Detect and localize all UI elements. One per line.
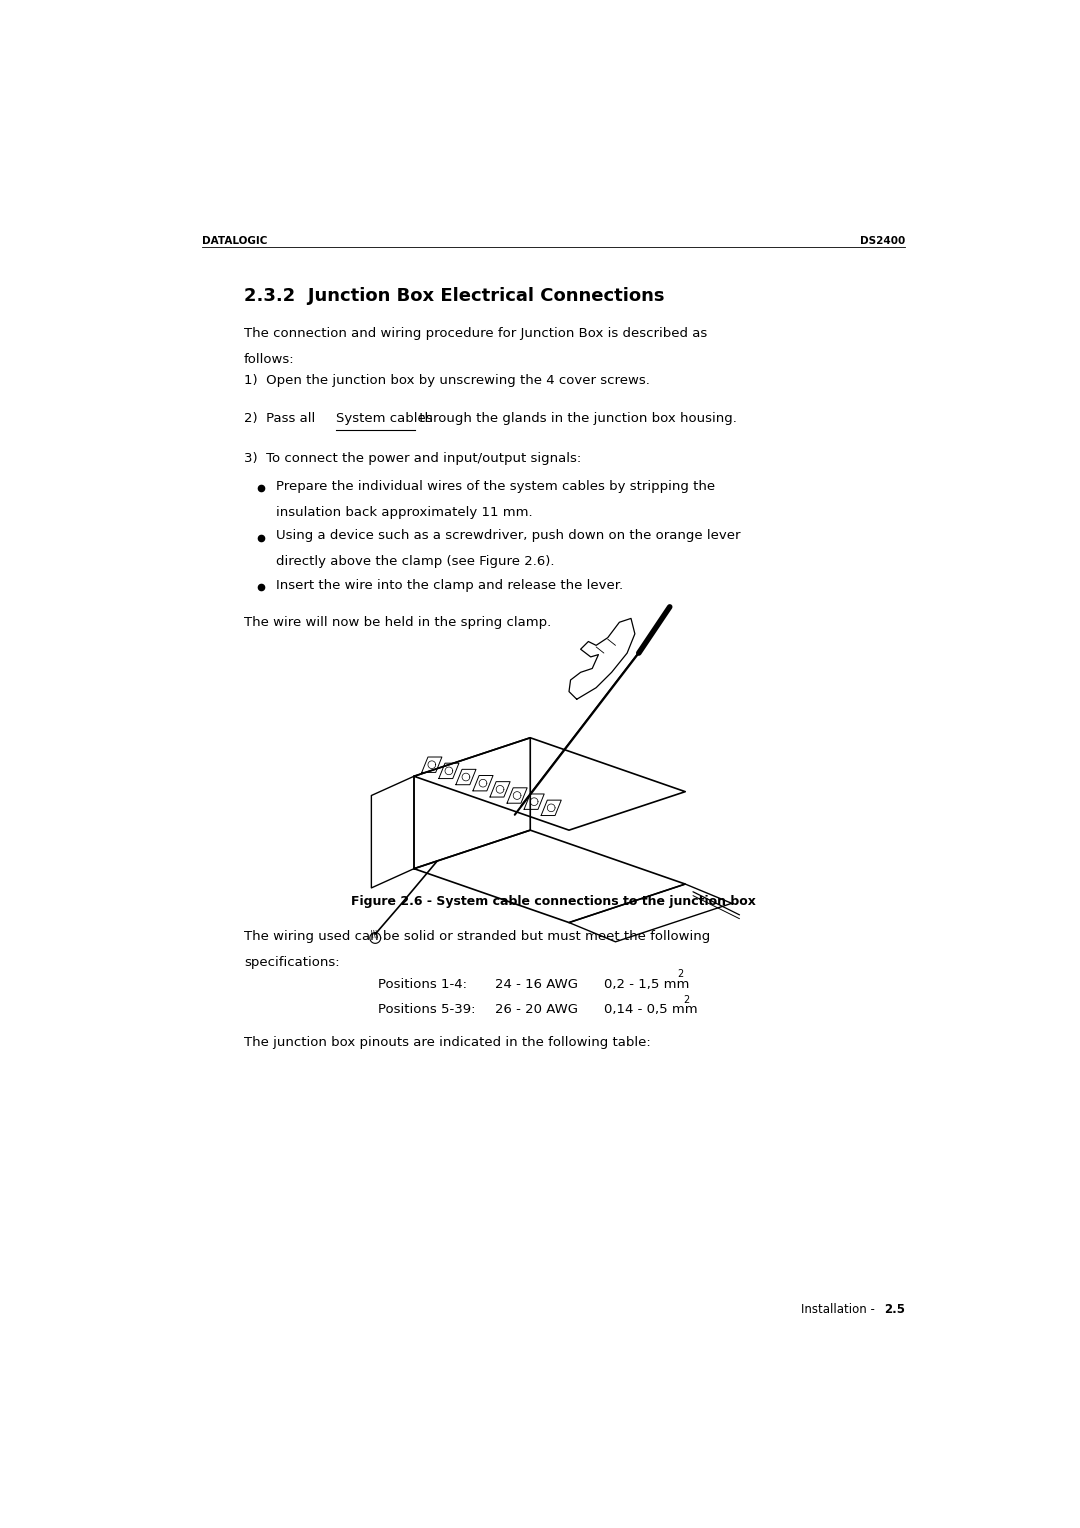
Text: 2: 2 <box>684 995 689 1005</box>
Text: 2: 2 <box>677 969 684 979</box>
Text: directly above the clamp (see Figure 2.6).: directly above the clamp (see Figure 2.6… <box>275 555 554 568</box>
Text: 2.5: 2.5 <box>885 1303 905 1317</box>
Text: Installation -: Installation - <box>801 1303 879 1317</box>
Text: 1)  Open the junction box by unscrewing the 4 cover screws.: 1) Open the junction box by unscrewing t… <box>244 374 650 387</box>
Text: The wire will now be held in the spring clamp.: The wire will now be held in the spring … <box>244 616 551 630</box>
Text: System cables: System cables <box>336 411 432 425</box>
Text: DATALOGIC: DATALOGIC <box>202 237 268 246</box>
Text: Prepare the individual wires of the system cables by stripping the: Prepare the individual wires of the syst… <box>275 480 715 494</box>
Text: follows:: follows: <box>244 353 295 365</box>
Text: DS2400: DS2400 <box>860 237 905 246</box>
Text: 2.3.2  Junction Box Electrical Connections: 2.3.2 Junction Box Electrical Connection… <box>244 287 664 306</box>
Text: 3)  To connect the power and input/output signals:: 3) To connect the power and input/output… <box>244 452 581 465</box>
Text: 0,14 - 0,5 mm: 0,14 - 0,5 mm <box>604 1004 698 1016</box>
Text: specifications:: specifications: <box>244 957 339 969</box>
Text: 24 - 16 AWG: 24 - 16 AWG <box>495 978 578 990</box>
Text: Figure 2.6 - System cable connections to the junction box: Figure 2.6 - System cable connections to… <box>351 895 756 908</box>
Text: 2)  Pass all: 2) Pass all <box>244 411 320 425</box>
Text: 26 - 20 AWG: 26 - 20 AWG <box>495 1004 578 1016</box>
Text: The connection and wiring procedure for Junction Box is described as: The connection and wiring procedure for … <box>244 327 707 339</box>
Text: Insert the wire into the clamp and release the lever.: Insert the wire into the clamp and relea… <box>275 579 623 591</box>
Text: Using a device such as a screwdriver, push down on the orange lever: Using a device such as a screwdriver, pu… <box>275 529 740 542</box>
Text: The wiring used can be solid or stranded but must meet the following: The wiring used can be solid or stranded… <box>244 931 710 943</box>
Text: through the glands in the junction box housing.: through the glands in the junction box h… <box>416 411 738 425</box>
Text: insulation back approximately 11 mm.: insulation back approximately 11 mm. <box>275 506 532 518</box>
Text: Positions 1-4:: Positions 1-4: <box>378 978 467 990</box>
Text: 0,2 - 1,5 mm: 0,2 - 1,5 mm <box>604 978 689 990</box>
Text: Positions 5-39:: Positions 5-39: <box>378 1004 475 1016</box>
Text: The junction box pinouts are indicated in the following table:: The junction box pinouts are indicated i… <box>244 1036 650 1050</box>
